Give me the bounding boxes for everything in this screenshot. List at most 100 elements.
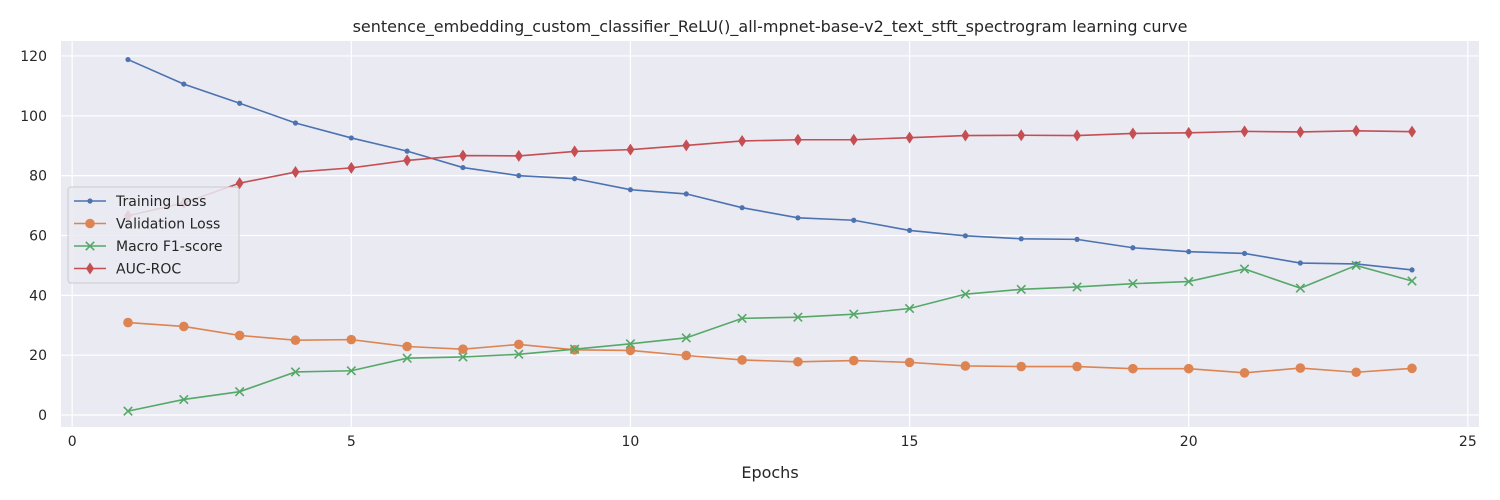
data-point-validation-loss bbox=[513, 339, 524, 350]
data-point-training-loss bbox=[627, 187, 634, 193]
grid-lines bbox=[61, 41, 1479, 427]
data-point-training-loss bbox=[1297, 260, 1303, 266]
legend: Training Loss Validation Loss Macro F1-sco… bbox=[67, 186, 240, 284]
data-point-macro-f1-score bbox=[514, 349, 524, 360]
data-point-macro-f1-score bbox=[1239, 264, 1250, 274]
x-tick-label: 10 bbox=[622, 434, 640, 450]
data-point-validation-loss bbox=[1351, 367, 1361, 378]
data-point-auc-roc bbox=[961, 129, 970, 142]
data-point-macro-f1-score bbox=[458, 352, 468, 362]
data-point-macro-f1-score bbox=[904, 303, 915, 314]
data-point-macro-f1-score bbox=[234, 386, 245, 397]
data-point-auc-roc bbox=[291, 166, 300, 179]
data-point-auc-roc bbox=[1352, 124, 1361, 137]
legend-marker bbox=[85, 218, 95, 229]
data-point-auc-roc bbox=[347, 161, 356, 174]
legend-item-auc-roc: AUC-ROC bbox=[74, 262, 181, 278]
data-point-training-loss bbox=[181, 81, 187, 87]
legend-marker bbox=[87, 198, 93, 204]
legend-label: AUC-ROC bbox=[116, 262, 181, 278]
data-point-macro-f1-score bbox=[681, 333, 692, 343]
x-tick-label: 20 bbox=[1180, 434, 1198, 450]
y-tick-label: 20 bbox=[29, 348, 47, 364]
data-point-validation-loss bbox=[1183, 363, 1194, 374]
data-point-training-loss bbox=[906, 227, 913, 234]
data-point-training-loss bbox=[572, 176, 578, 182]
data-point-training-loss bbox=[962, 233, 968, 239]
data-point-training-loss bbox=[1409, 267, 1415, 273]
data-point-auc-roc bbox=[1296, 125, 1305, 138]
legend-label: Validation Loss bbox=[116, 217, 220, 233]
data-point-auc-roc bbox=[570, 145, 579, 158]
data-point-validation-loss bbox=[346, 334, 357, 345]
data-point-macro-f1-score bbox=[848, 309, 859, 319]
data-point-macro-f1-score bbox=[1016, 284, 1026, 295]
data-point-auc-roc bbox=[849, 133, 858, 146]
y-tick-label: 120 bbox=[20, 49, 47, 65]
y-tick-label: 40 bbox=[29, 288, 47, 304]
x-tick-labels: 0 5 10 15 20 25 bbox=[68, 434, 1477, 450]
data-point-validation-loss bbox=[1016, 361, 1027, 372]
data-point-training-loss bbox=[1074, 236, 1080, 242]
series-validation-loss bbox=[123, 317, 1417, 378]
data-point-validation-loss bbox=[793, 356, 803, 367]
series-line-validation-loss bbox=[127, 321, 1413, 374]
x-tick-label: 25 bbox=[1459, 434, 1477, 450]
x-axis-label: Epochs bbox=[741, 463, 798, 482]
x-tick-label: 5 bbox=[347, 434, 356, 450]
data-point-validation-loss bbox=[848, 355, 859, 366]
data-point-macro-f1-score bbox=[402, 353, 412, 363]
data-point-auc-roc bbox=[514, 149, 523, 162]
data-point-auc-roc bbox=[458, 149, 467, 162]
data-point-training-loss bbox=[348, 135, 354, 141]
data-point-validation-loss bbox=[123, 317, 133, 328]
data-point-validation-loss bbox=[1295, 363, 1306, 373]
series-lines bbox=[123, 56, 1417, 416]
y-tick-label: 60 bbox=[29, 228, 47, 244]
data-point-macro-f1-score bbox=[1183, 276, 1194, 287]
data-point-macro-f1-score bbox=[1407, 276, 1417, 286]
data-point-training-loss bbox=[683, 191, 689, 197]
data-point-macro-f1-score bbox=[1295, 283, 1306, 293]
data-point-validation-loss bbox=[737, 355, 747, 365]
data-point-auc-roc bbox=[1128, 127, 1137, 140]
series-training-loss bbox=[125, 56, 1415, 273]
data-point-macro-f1-score bbox=[569, 344, 580, 354]
series-macro-f1-score bbox=[123, 260, 1417, 416]
y-tick-label: 80 bbox=[29, 169, 47, 185]
data-point-training-loss bbox=[739, 205, 745, 211]
series-line-auc-roc bbox=[127, 129, 1413, 217]
legend-marker bbox=[85, 241, 95, 251]
legend-item-validation-loss: Validation Loss bbox=[74, 217, 220, 233]
data-point-validation-loss bbox=[625, 345, 636, 356]
data-point-macro-f1-score bbox=[346, 365, 357, 376]
legend-item-macro-f1-score: Macro F1-score bbox=[74, 239, 222, 255]
data-point-validation-loss bbox=[960, 361, 971, 371]
data-point-training-loss bbox=[795, 215, 801, 221]
data-point-training-loss bbox=[404, 148, 410, 154]
data-point-auc-roc bbox=[1240, 125, 1249, 138]
data-point-validation-loss bbox=[1407, 363, 1417, 374]
data-point-auc-roc bbox=[682, 139, 691, 152]
legend-label: Training Loss bbox=[115, 194, 206, 210]
y-tick-labels: 0 20 40 60 80 100 120 bbox=[20, 49, 47, 424]
data-point-auc-roc bbox=[1184, 126, 1193, 139]
series-line-macro-f1-score bbox=[127, 264, 1413, 412]
data-point-auc-roc bbox=[905, 131, 914, 144]
legend-marker bbox=[86, 262, 94, 275]
data-point-macro-f1-score bbox=[793, 312, 803, 322]
data-point-validation-loss bbox=[1072, 361, 1082, 372]
data-point-training-loss bbox=[292, 120, 299, 126]
data-point-training-loss bbox=[237, 100, 243, 106]
data-point-validation-loss bbox=[290, 335, 301, 346]
data-point-auc-roc bbox=[235, 177, 244, 190]
data-point-auc-roc bbox=[1073, 129, 1082, 142]
plot-background bbox=[61, 41, 1479, 427]
data-point-auc-roc bbox=[738, 134, 747, 147]
data-point-validation-loss bbox=[681, 350, 692, 361]
x-tick-label: 15 bbox=[901, 434, 919, 450]
data-point-training-loss bbox=[851, 217, 857, 223]
series-line-training-loss bbox=[127, 58, 1413, 271]
data-point-macro-f1-score bbox=[737, 313, 747, 324]
